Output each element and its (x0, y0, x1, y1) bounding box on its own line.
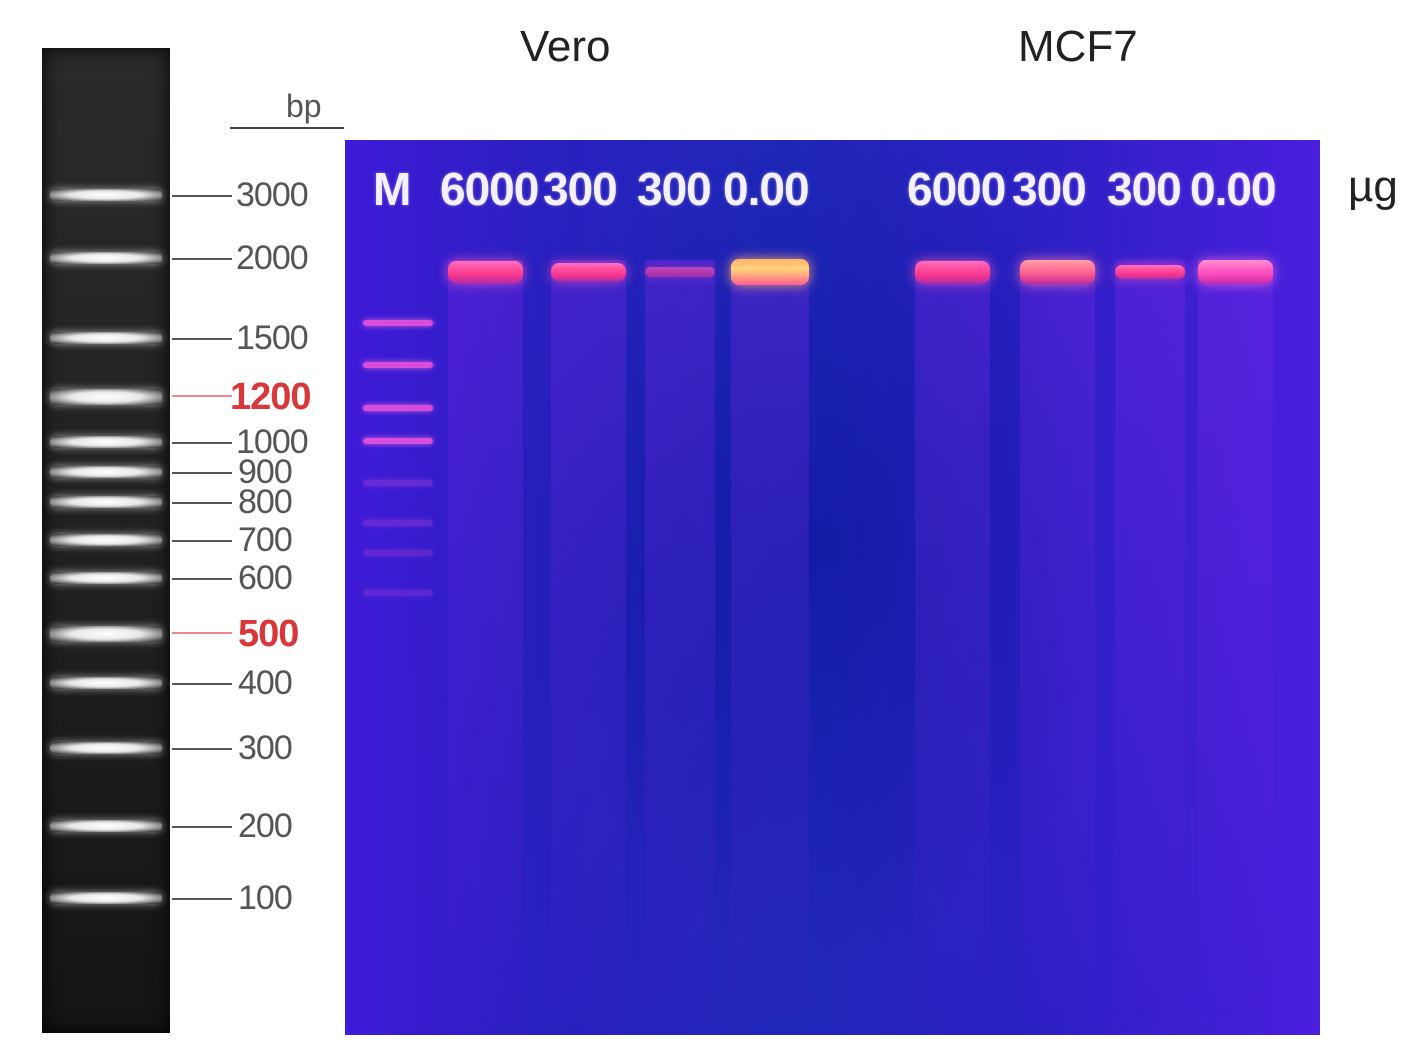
lane-label-6: 6000 (907, 163, 1006, 215)
lane-label-5: 0.00 (723, 163, 810, 215)
marker-band (363, 520, 433, 526)
ladder-band (50, 466, 162, 478)
dna-band (645, 267, 715, 277)
dna-band (1198, 260, 1273, 284)
ladder-tick (172, 748, 232, 750)
dose-unit-label: µg (1348, 162, 1398, 211)
ladder-tick (172, 683, 232, 685)
ladder-band (50, 332, 162, 344)
ladder-band (50, 252, 162, 264)
ladder-band (50, 436, 162, 448)
lane-label-8: 300 (1107, 163, 1182, 215)
ladder-label-900: 900 (238, 453, 293, 491)
dna-ladder-strip (42, 48, 170, 1033)
lane-label-3: 300 (543, 163, 618, 215)
ladder-label-200: 200 (238, 807, 293, 845)
ladder-band (50, 389, 162, 405)
ladder-tick (172, 442, 232, 444)
lane-smear (448, 260, 523, 1020)
marker-band (363, 438, 433, 444)
lane-label-2: 6000 (440, 163, 539, 215)
ladder-band (50, 496, 162, 508)
marker-band (363, 480, 433, 486)
ladder-tick (172, 898, 232, 900)
lane-smear (731, 260, 809, 1020)
marker-band (363, 362, 433, 368)
lane-smear (1198, 260, 1273, 1020)
ladder-tick (172, 472, 232, 474)
dna-band (915, 261, 990, 283)
ladder-band (50, 572, 162, 584)
marker-band (363, 550, 433, 556)
dna-band (1020, 260, 1095, 284)
marker-band (363, 320, 433, 326)
lane-smear (1115, 260, 1185, 1020)
ladder-label-600: 600 (238, 559, 293, 597)
lane-smear (1020, 260, 1095, 1020)
lane-label-1: M (373, 163, 411, 215)
ladder-tick (172, 338, 232, 340)
dna-band (551, 263, 626, 281)
lane-label-7: 300 (1012, 163, 1087, 215)
ladder-label-1000: 1000 (236, 423, 309, 461)
ladder-tick (172, 632, 232, 634)
ladder-label-1500: 1500 (236, 319, 309, 357)
ladder-band (50, 626, 162, 642)
agarose-gel: M 6000 300 300 0.00 6000 300 300 0.00 (345, 140, 1320, 1035)
dna-band (448, 261, 523, 283)
ladder-tick (172, 578, 232, 580)
marker-band (363, 590, 433, 596)
group-title-vero: Vero (520, 22, 611, 71)
group-title-mcf7: MCF7 (1018, 22, 1138, 71)
ladder-label-1200: 1200 (230, 376, 312, 418)
lane-label-9: 0.00 (1190, 163, 1277, 215)
bp-unit-label: bp (286, 88, 322, 124)
marker-band (363, 405, 433, 411)
lane-smear (915, 260, 990, 1020)
ladder-label-500: 500 (238, 613, 299, 655)
ladder-tick (172, 540, 232, 542)
ladder-label-800: 800 (238, 483, 293, 521)
ladder-band (50, 820, 162, 832)
ladder-label-3000: 3000 (236, 176, 309, 214)
dna-band (1115, 265, 1185, 279)
ladder-tick (172, 826, 232, 828)
ladder-label-400: 400 (238, 664, 293, 702)
ladder-band (50, 677, 162, 689)
lane-label-4: 300 (637, 163, 712, 215)
ladder-label-700: 700 (238, 521, 293, 559)
ladder-band (50, 189, 162, 201)
ladder-tick (172, 258, 232, 260)
ladder-band (50, 534, 162, 546)
dna-band (731, 259, 809, 285)
ladder-label-2000: 2000 (236, 239, 309, 277)
ladder-tick (172, 502, 232, 504)
ladder-band (50, 892, 162, 904)
ladder-tick (172, 395, 232, 397)
bp-underline (230, 127, 344, 129)
lane-smear (645, 260, 715, 1020)
ladder-label-100: 100 (238, 879, 293, 917)
lane-smear (551, 260, 626, 1020)
ladder-label-300: 300 (238, 729, 293, 767)
ladder-tick (172, 195, 232, 197)
ladder-band (50, 742, 162, 754)
